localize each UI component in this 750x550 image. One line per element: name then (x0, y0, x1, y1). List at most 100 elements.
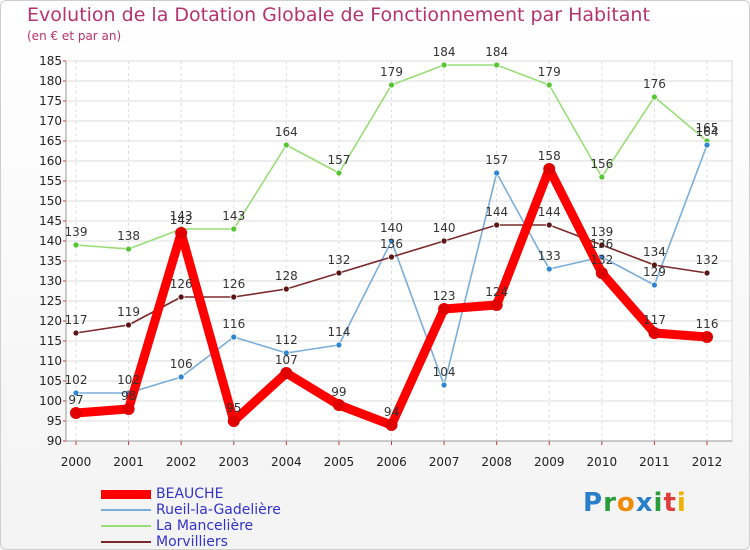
x-tick-label: 2006 (376, 455, 407, 469)
data-label: 144 (538, 205, 561, 219)
logo-letter: t (663, 488, 677, 518)
y-tick-label: 150 (39, 194, 62, 208)
x-tick-label: 2009 (534, 455, 565, 469)
data-point (175, 227, 188, 239)
data-label: 116 (222, 317, 245, 331)
data-label: 102 (65, 373, 88, 387)
data-point (72, 241, 80, 249)
data-label: 158 (538, 149, 561, 163)
data-label: 94 (384, 405, 399, 419)
legend-item-rueil-la-gadeliere: Rueil-la-Gadelière (101, 502, 361, 518)
data-point (70, 407, 82, 419)
data-label: 136 (590, 237, 613, 251)
logo-letter: o (616, 488, 636, 518)
axes: 90 95 100 105 110 115 120 125 130 135 140 145 150 155… (39, 54, 732, 469)
data-label: 138 (117, 229, 140, 243)
x-tick-label: 2000 (61, 455, 92, 469)
data-point (703, 269, 711, 277)
legend-item-la-manceliere: La Mancelière (101, 518, 361, 534)
data-label: 132 (696, 253, 719, 267)
data-label: 117 (643, 313, 666, 327)
data-label: 179 (380, 65, 403, 79)
data-point (280, 367, 293, 379)
data-point (332, 399, 345, 411)
data-point (230, 225, 238, 233)
data-point (335, 169, 343, 177)
x-tick-label: 2007 (429, 455, 460, 469)
data-label: 184 (433, 45, 456, 59)
data-point (493, 221, 501, 229)
data-label: 140 (433, 221, 456, 235)
logo-letter: i (653, 488, 664, 518)
data-label: 157 (485, 153, 508, 167)
data-point (651, 93, 658, 101)
data-label: 117 (65, 313, 88, 327)
data-point (648, 327, 661, 339)
y-tick-label: 105 (39, 374, 62, 388)
y-tick-label: 100 (39, 394, 62, 408)
y-tick-label: 140 (39, 234, 62, 248)
data-label: 124 (485, 285, 508, 299)
legend-label: Morvilliers (156, 534, 228, 550)
data-point (335, 269, 343, 277)
x-tick-label: 2003 (218, 455, 249, 469)
y-tick-label: 175 (39, 94, 62, 108)
data-label: 107 (275, 353, 298, 367)
data-label: 143 (222, 209, 245, 223)
y-tick-label: 95 (47, 414, 62, 428)
data-point (388, 237, 395, 245)
data-label: 133 (538, 249, 561, 263)
y-tick-label: 115 (39, 334, 62, 348)
plot-area (65, 60, 733, 442)
data-label: 114 (327, 325, 350, 339)
data-point (545, 265, 553, 273)
data-label: 156 (590, 157, 613, 171)
data-point (72, 329, 80, 337)
legend-label: BEAUCHE (156, 486, 224, 502)
x-tick-label: 2008 (481, 455, 512, 469)
data-point (177, 293, 185, 301)
data-point (122, 403, 135, 415)
data-point (440, 381, 448, 389)
y-tick-label: 185 (39, 54, 62, 68)
data-point (72, 389, 80, 397)
y-tick-label: 130 (39, 274, 62, 288)
y-tick-label: 90 (47, 434, 62, 448)
data-label: 164 (275, 125, 298, 139)
legend-swatch (101, 525, 151, 527)
data-label: 112 (275, 333, 298, 347)
data-label: 129 (643, 265, 666, 279)
legend-item-morvilliers: Morvilliers (101, 534, 361, 550)
legend-swatch (101, 541, 151, 543)
data-point (385, 419, 398, 431)
data-point (651, 261, 658, 269)
data-label: 143 (170, 209, 193, 223)
data-label: 106 (170, 357, 193, 371)
data-point (440, 61, 448, 69)
y-tick-label: 125 (39, 294, 62, 308)
data-label: 132 (327, 253, 350, 267)
data-point (125, 321, 132, 329)
data-point (651, 281, 658, 289)
y-tick-label: 155 (39, 174, 62, 188)
data-label: 134 (643, 245, 666, 259)
data-point (703, 141, 711, 149)
proxiti-logo: Proxiti (583, 488, 687, 518)
data-point (282, 349, 290, 357)
x-tick-label: 2005 (324, 455, 355, 469)
data-point (493, 169, 501, 177)
y-tick-label: 145 (39, 214, 62, 228)
data-point (440, 237, 448, 245)
data-point (545, 81, 553, 89)
data-label: 176 (643, 77, 666, 91)
logo-letter: i (676, 488, 687, 518)
data-label: 179 (538, 65, 561, 79)
data-label: 128 (275, 269, 298, 283)
data-point (388, 81, 395, 89)
data-label: 136 (380, 237, 403, 251)
y-tick-label: 165 (39, 134, 62, 148)
legend-swatch (101, 509, 151, 511)
chart-title: Evolution de la Dotation Globale de Fonc… (27, 4, 650, 26)
grid (65, 60, 733, 442)
y-tick-label: 170 (39, 114, 62, 128)
